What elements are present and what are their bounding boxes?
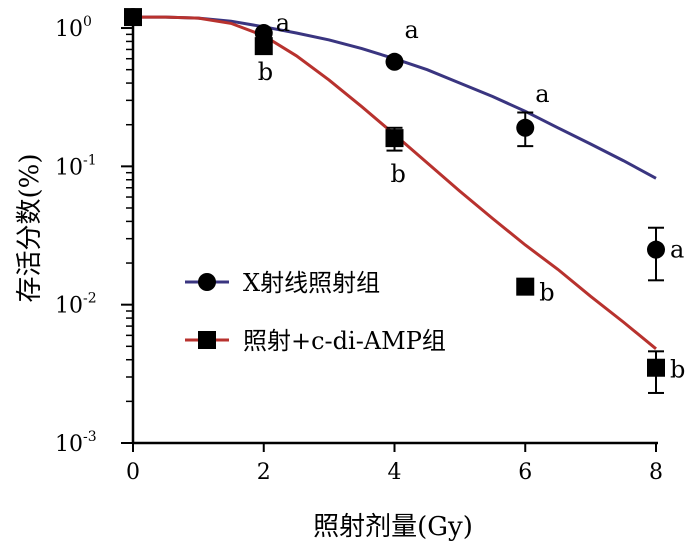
significance-label: a <box>535 80 549 108</box>
square-marker <box>254 37 273 56</box>
significance-label: b <box>258 58 273 86</box>
significance-label: b <box>670 356 685 384</box>
square-marker <box>385 129 404 148</box>
x-tick-label: 2 <box>257 460 271 485</box>
significance-label: b <box>391 160 406 188</box>
legend-circle-marker <box>198 273 216 291</box>
data-markers <box>124 8 665 377</box>
y-tick-label: 10-1 <box>55 152 97 180</box>
circle-marker <box>647 240 665 259</box>
square-marker <box>516 277 535 296</box>
x-ray-fit-curve <box>133 15 657 180</box>
x-axis-title: 照射剂量(Gy) <box>313 512 473 542</box>
circle-marker <box>385 52 404 71</box>
significance-label: a <box>670 236 684 264</box>
axes <box>131 10 658 445</box>
significance-label: a <box>276 9 290 37</box>
x-tick-label: 6 <box>518 460 532 485</box>
significance-label: b <box>539 279 554 307</box>
y-tick-label: 10-2 <box>55 291 97 319</box>
circle-marker <box>516 118 535 137</box>
legend-label: 照射+c-di-AMP组 <box>243 327 446 355</box>
x-tick-label: 4 <box>388 460 402 485</box>
x-tick-label: 0 <box>126 460 140 485</box>
y-tick-label: 100 <box>55 14 92 42</box>
square-marker <box>647 358 665 377</box>
legend-label: X射线照射组 <box>243 269 380 297</box>
y-axis-title: 存活分数(%) <box>15 154 45 303</box>
x-tick-label: 8 <box>649 460 663 485</box>
y-tick-label: 10-3 <box>55 429 97 457</box>
axis-ticks: 0 2 4 6 8 100 10-1 10-2 10-3 <box>55 14 663 485</box>
legend-square-marker <box>198 331 216 349</box>
significance-label: a <box>405 16 419 44</box>
